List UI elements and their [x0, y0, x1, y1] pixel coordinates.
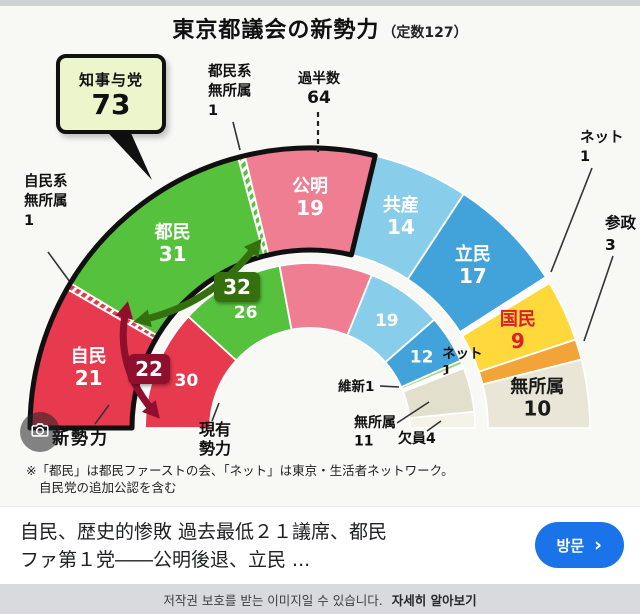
coalition-box: 知事与党 73 [56, 54, 166, 134]
svg-text:維新1: 維新1 [338, 378, 374, 395]
inner-ring-label: 現有 勢力 [194, 420, 236, 458]
svg-text:30: 30 [175, 371, 199, 391]
svg-text:1: 1 [208, 103, 218, 119]
majority-marker: 過半数 64 [286, 68, 352, 108]
svg-text:国民9: 国民 9 [500, 309, 536, 353]
copyright-notice: 저작권 보호를 받는 이미지일 수 있습니다. [163, 592, 383, 608]
chart-title: 東京都議会の新勢力 [172, 18, 380, 43]
footnote-line1: ※「都民」は都民ファーストの会、「ネット」は東京・生活者ネットワーク。 [26, 463, 454, 478]
coalition-seats: 73 [91, 87, 131, 121]
svg-text:無所属: 無所属 [24, 192, 68, 210]
result-headline[interactable]: 自民、歴史的惨敗 過去最低２１議席、都民 ファ第１党――公明後退、立民 ... [20, 518, 387, 574]
svg-text:自民系: 自民系 [24, 172, 68, 190]
change-badge-jimin: 22 [128, 354, 170, 384]
svg-text:26: 26 [234, 303, 258, 323]
svg-text:3: 3 [605, 236, 616, 254]
majority-label: 過半数 [298, 71, 340, 87]
inner-segment-欠員 [408, 410, 476, 429]
outer-ring-label: 新勢力 [52, 429, 109, 449]
copyright-bar: 저작권 보호를 받는 이미지일 수 있습니다. 자세히 알아보기 [0, 584, 640, 614]
visit-button-label: 방문 [556, 536, 585, 555]
svg-text:1: 1 [442, 363, 451, 379]
svg-text:欠員4: 欠員4 [398, 430, 436, 447]
headline-line1: 自民、歴史的惨敗 過去最低２１議席、都民 [20, 521, 388, 543]
chevron-right-icon: › [594, 533, 602, 556]
svg-text:1: 1 [24, 213, 34, 229]
coalition-label: 知事与党 [78, 70, 143, 89]
inner-ring-label-line2: 勢力 [198, 439, 231, 458]
svg-text:11: 11 [354, 434, 373, 450]
search-result-card: 自民、歴史的惨敗 過去最低２１議席、都民 ファ第１党――公明後退、立民 ... … [0, 506, 640, 585]
svg-text:12: 12 [410, 348, 434, 368]
inner-ring-label-line1: 現有 [198, 420, 231, 439]
headline-line2: ファ第１党――公明後退、立民 ... [20, 549, 311, 571]
camera-icon [29, 419, 51, 445]
svg-text:ネット: ネット [442, 346, 483, 362]
change-badge-tomin: 32 [214, 272, 260, 302]
svg-text:都民系: 都民系 [207, 63, 252, 80]
svg-text:参政: 参政 [605, 213, 637, 232]
svg-text:ネット: ネット [580, 129, 624, 146]
outer-segment-無所属 [481, 358, 591, 429]
top-edge-strip [0, 0, 640, 6]
svg-text:19: 19 [375, 311, 399, 331]
election-infographic-image[interactable]: 自民 21 自民系 無所属 1 都民 31 都民系 無所属 1 公明 19 共産 14 立民 17 ネット 1 国民… [0, 0, 640, 506]
google-lens-button[interactable] [20, 412, 60, 452]
footnote-line2: 自民党の追加公認を含む [39, 480, 177, 495]
learn-more-link[interactable]: 자세히 알아보기 [391, 592, 477, 608]
chart-subtitle: （定数127） [382, 25, 468, 41]
chart-footnote: ※「都民」は都民ファーストの会、「ネット」は東京・生活者ネットワーク。 自民党の… [26, 462, 454, 496]
visit-button[interactable]: 방문 › [534, 522, 624, 568]
svg-text:無所属: 無所属 [208, 82, 252, 100]
svg-text:無所属: 無所属 [354, 414, 396, 431]
majority-value: 64 [307, 88, 331, 108]
chart-title-row: 東京都議会の新勢力 （定数127） [0, 12, 640, 44]
svg-text:1: 1 [580, 149, 590, 165]
